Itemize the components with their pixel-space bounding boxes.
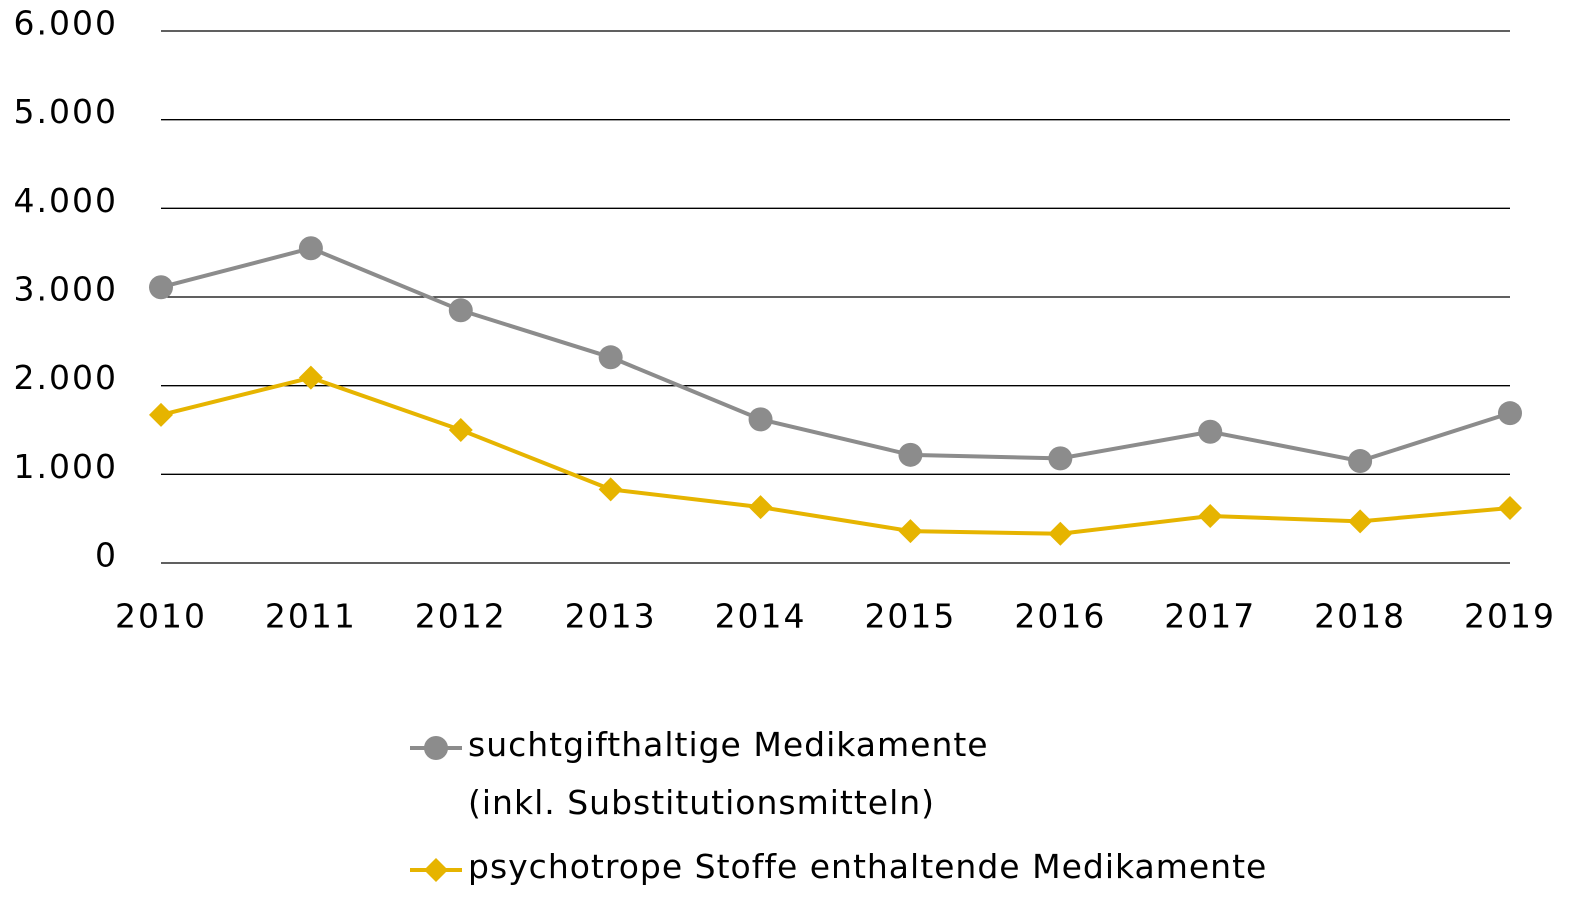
x-tick-label: 2016 xyxy=(1014,597,1106,636)
point xyxy=(448,298,473,323)
x-tick-label: 2012 xyxy=(415,597,507,636)
y-tick-label: 6.000 xyxy=(14,4,118,43)
x-tick-label: 2017 xyxy=(1164,597,1256,636)
point xyxy=(1498,401,1522,426)
point xyxy=(598,345,623,370)
point xyxy=(149,402,173,427)
y-tick-label: 2.000 xyxy=(14,358,118,397)
series-line xyxy=(160,375,1511,536)
y-tick-label: 0 xyxy=(95,536,118,575)
point xyxy=(448,418,473,442)
point xyxy=(1198,419,1223,444)
y-tick-label: 4.000 xyxy=(14,181,118,220)
point xyxy=(1048,521,1073,546)
x-tick-label: 2018 xyxy=(1314,597,1406,636)
point xyxy=(424,858,448,882)
legend-label: psychotrope Stoffe enthaltende Medikamen… xyxy=(468,847,1268,886)
point xyxy=(598,477,623,502)
legend-label: suchtgifthaltige Medikamente (inkl. Subs… xyxy=(468,725,989,822)
y-tick-label: 1.000 xyxy=(14,447,118,486)
point xyxy=(1348,509,1373,534)
point xyxy=(748,407,773,432)
x-tick-label: 2015 xyxy=(864,597,956,636)
y-tick-label: 5.000 xyxy=(14,92,118,131)
point xyxy=(898,519,923,544)
y-tick-label: 3.000 xyxy=(14,270,118,309)
point xyxy=(1048,446,1073,471)
point xyxy=(1348,449,1373,474)
series-line xyxy=(160,246,1511,464)
point xyxy=(149,275,173,300)
x-tick-label: 2013 xyxy=(565,597,657,636)
x-tick-label: 2014 xyxy=(715,597,807,636)
point xyxy=(298,236,323,261)
x-tick-label: 2011 xyxy=(265,597,357,636)
point xyxy=(298,365,323,390)
x-tick-label: 2010 xyxy=(115,597,207,636)
point xyxy=(748,495,773,520)
x-tick-label: 2019 xyxy=(1464,597,1556,636)
point xyxy=(898,442,923,467)
point xyxy=(424,736,448,760)
point xyxy=(1198,504,1223,529)
point xyxy=(1498,496,1522,521)
